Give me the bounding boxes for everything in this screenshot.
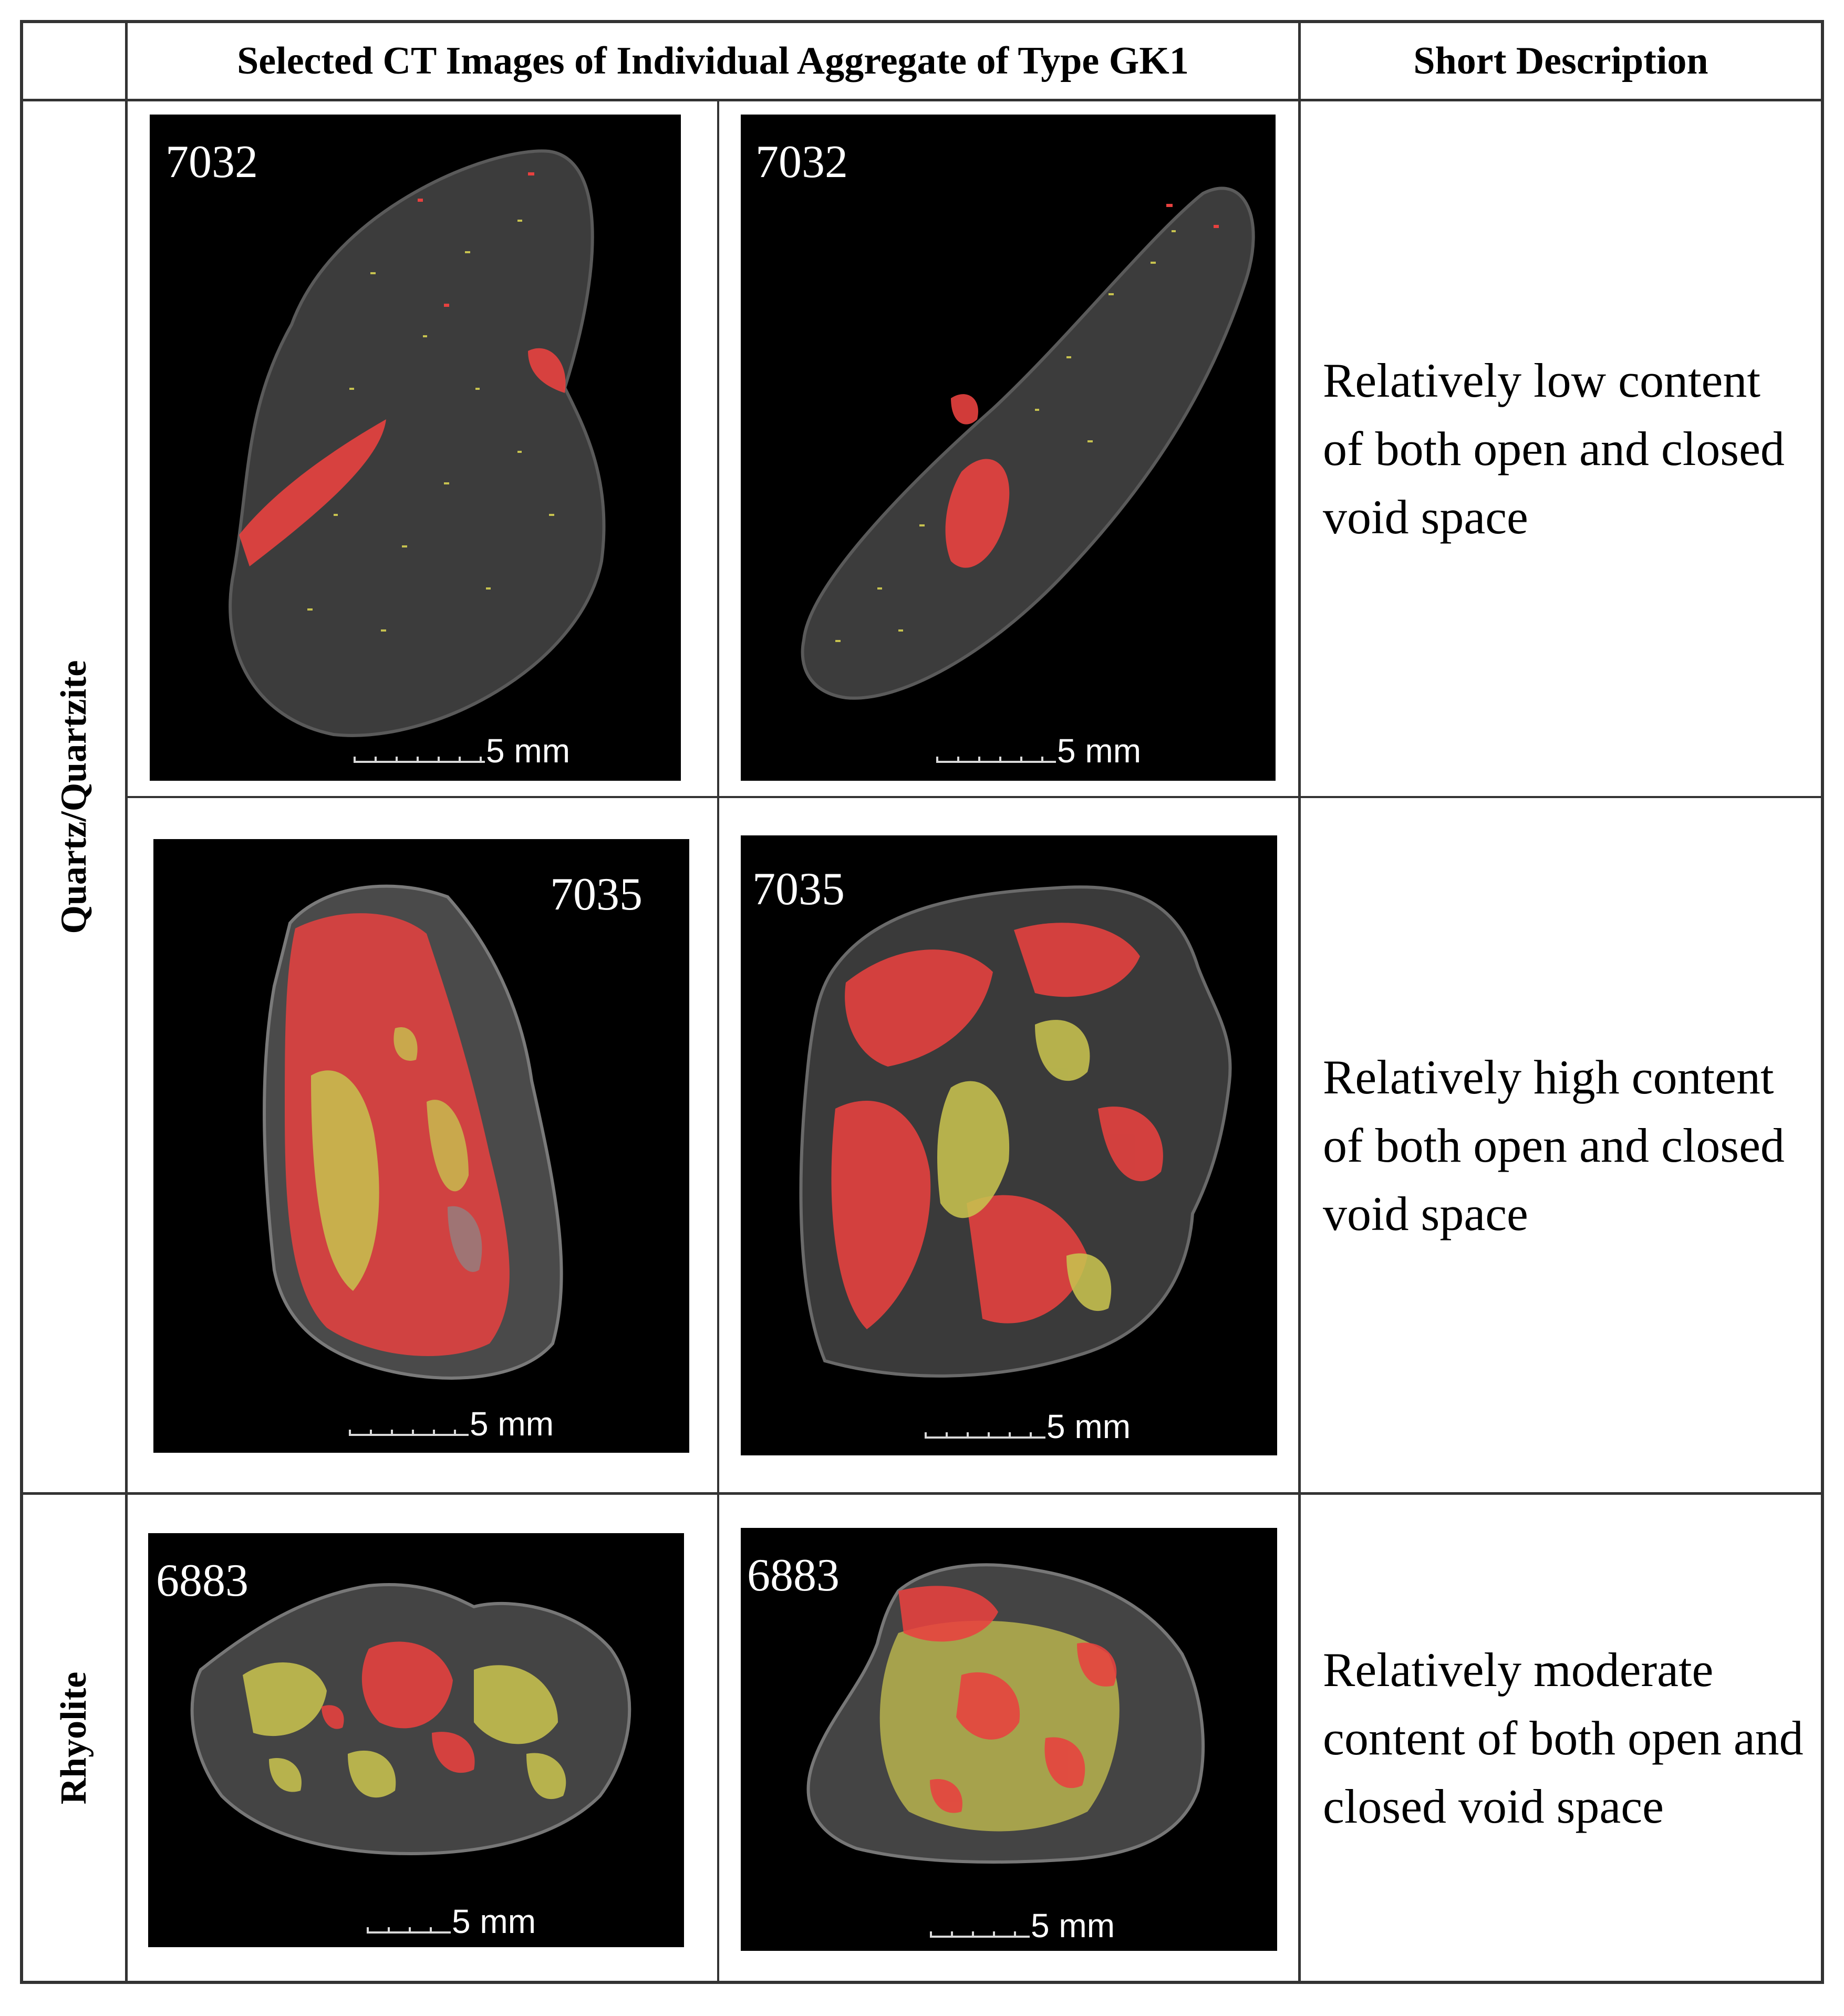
description-7035: Relatively high content of both open and…: [1323, 1050, 1785, 1240]
row-divider-2: [20, 1492, 1824, 1495]
sample-id-6883-b: 6883: [747, 1550, 840, 1601]
description-column-divider: [1298, 20, 1301, 1984]
aggregate-6883-b-render: [806, 1563, 1205, 1864]
ct-image-7032-b: 7032 5 mm: [741, 115, 1276, 781]
sample-id-7035-a: 7035: [550, 869, 643, 920]
rock-label-cell-quartz: Quartz/Quartzite: [23, 101, 125, 1492]
scale-bar-7032-a: 5 mm: [354, 732, 616, 770]
aggregate-7035-a-render: [263, 884, 563, 1380]
scale-label-6883-a: 5 mm: [452, 1903, 536, 1940]
ct-image-6883-a: 6883 5 mm: [148, 1533, 684, 1947]
row-divider-1: [125, 796, 1824, 798]
scale-label-7032-a: 5 mm: [486, 732, 570, 770]
description-6883: Relatively moderate content of both open…: [1323, 1642, 1804, 1833]
ct-image-7032-a: 7032 5 mm: [150, 115, 681, 781]
header-description-cell: Short Description: [1301, 23, 1821, 99]
sample-id-6883-a: 6883: [156, 1555, 248, 1606]
rock-label-quartz: Quartz/Quartzite: [54, 660, 94, 934]
scale-label-7032-b: 5 mm: [1057, 732, 1141, 770]
scale-bar-7035-b: 5 mm: [925, 1408, 1187, 1445]
description-cell-7035: Relatively high content of both open and…: [1301, 798, 1821, 1492]
table-border-left: [20, 20, 23, 1984]
scale-label-7035-a: 5 mm: [470, 1405, 554, 1443]
ct-image-6883-b: 6883 5 mm: [741, 1528, 1277, 1951]
description-cell-6883: Relatively moderate content of both open…: [1301, 1495, 1821, 1981]
header-divider: [20, 99, 1824, 101]
rock-label-cell-rhyolite: Rhyolite: [23, 1495, 125, 1981]
description-7032: Relatively low content of both open and …: [1323, 354, 1785, 544]
scale-label-6883-b: 5 mm: [1031, 1907, 1115, 1945]
table-border-top: [20, 20, 1824, 23]
ct-image-7035-b: 7035 5 mm: [741, 835, 1277, 1455]
scale-bar-7032-b: 5 mm: [936, 732, 1199, 770]
header-images-cell: Selected CT Images of Individual Aggrega…: [128, 23, 1298, 99]
aggregate-7032-b-render: [801, 187, 1255, 700]
header-description-title: Short Description: [1413, 39, 1708, 82]
aggregate-7032-a-render: [229, 149, 606, 737]
scale-bar-6883-b: 5 mm: [930, 1907, 1193, 1945]
scale-bar-7035-a: 5 mm: [349, 1405, 612, 1443]
scale-label-7035-b: 5 mm: [1047, 1408, 1131, 1445]
image-column-divider: [717, 99, 719, 1984]
sample-id-7032-a: 7032: [165, 137, 258, 188]
header-images-title: Selected CT Images of Individual Aggrega…: [237, 39, 1189, 82]
sample-id-7035-b: 7035: [752, 864, 845, 915]
description-cell-7032: Relatively low content of both open and …: [1301, 101, 1821, 796]
aggregate-7035-b-render: [799, 885, 1232, 1378]
table-border-bottom: [20, 1981, 1824, 1984]
sample-id-7032-b: 7032: [755, 137, 848, 188]
table-border-right: [1821, 20, 1824, 1984]
rock-label-rhyolite: Rhyolite: [54, 1671, 94, 1804]
rock-column-divider: [125, 20, 128, 1984]
aggregate-6883-a-render: [190, 1583, 631, 1856]
ct-image-7035-a: 7035 5 mm: [153, 839, 689, 1453]
scale-bar-6883-a: 5 mm: [367, 1903, 629, 1940]
